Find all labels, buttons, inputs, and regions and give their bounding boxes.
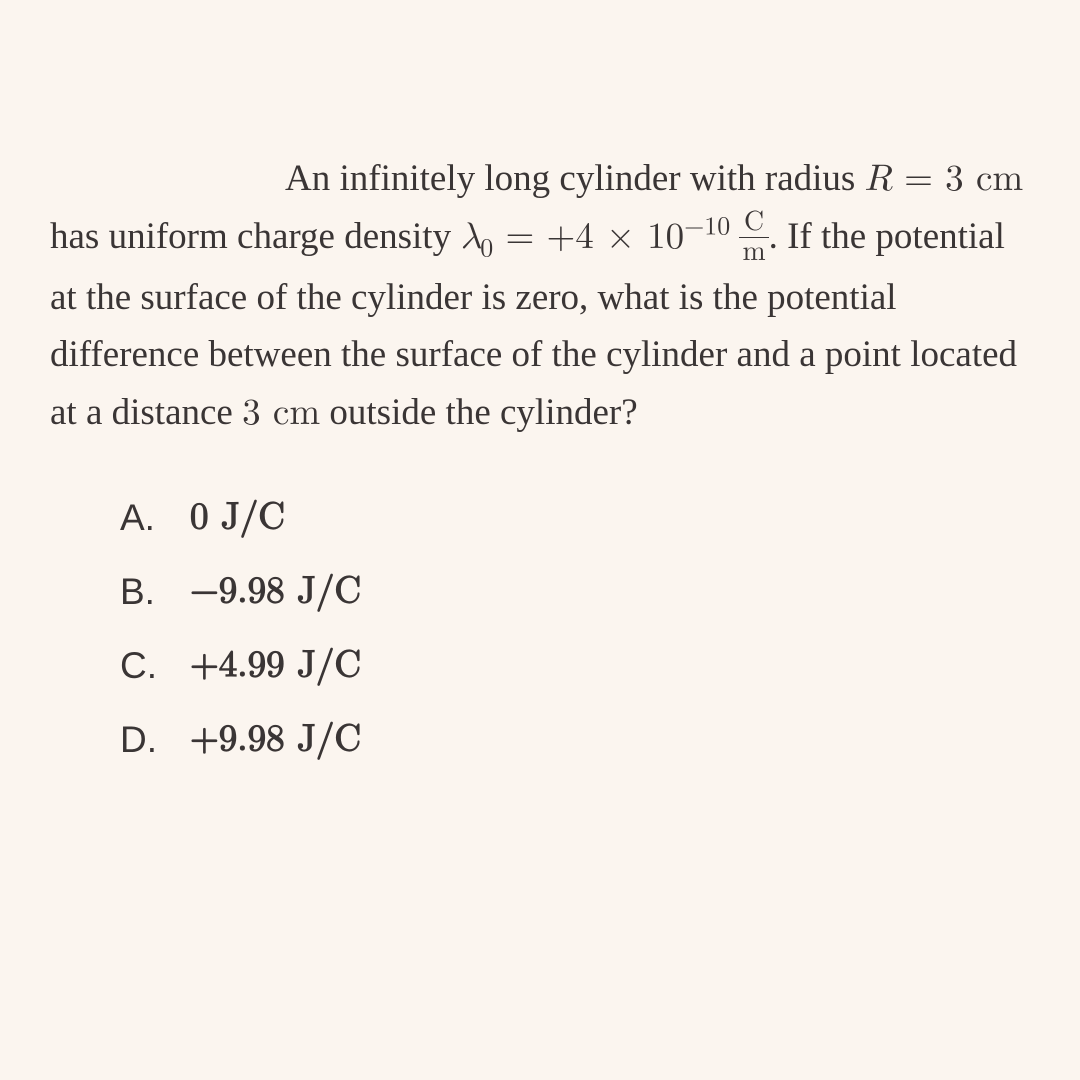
- distance-unit: cm: [273, 395, 320, 432]
- choice-value: 0 J/C: [190, 492, 285, 544]
- choice-a[interactable]: A. 0 J/C: [120, 492, 1030, 544]
- choice-value: +4.99 J/C: [190, 640, 361, 692]
- choice-label: C.: [120, 640, 190, 692]
- choice-b[interactable]: B. −9.98 J/C: [120, 566, 1030, 618]
- choice-label: D.: [120, 714, 190, 766]
- question-container: An infinitely long cylinder with radius …: [0, 0, 1080, 837]
- distance-value: 3: [242, 395, 273, 432]
- radius-equals: = 3: [892, 161, 976, 198]
- choice-value: +9.98 J/C: [190, 714, 361, 766]
- radius-variable: R: [865, 161, 892, 198]
- question-text: An infinitely long cylinder with radius …: [50, 150, 1030, 442]
- lambda-variable: λ: [460, 219, 480, 256]
- choice-value: −9.98 J/C: [190, 566, 361, 618]
- lambda-unit-fraction: Cm: [739, 209, 768, 268]
- choice-c[interactable]: C. +4.99 J/C: [120, 640, 1030, 692]
- question-part-2: has uniform charge density: [50, 216, 451, 257]
- radius-unit: cm: [976, 161, 1023, 198]
- choice-d[interactable]: D. +9.98 J/C: [120, 714, 1030, 766]
- question-part-1: An infinitely long cylinder with radius: [285, 158, 855, 199]
- lambda-unit-denominator: m: [739, 238, 768, 267]
- choice-label: B.: [120, 566, 190, 618]
- lambda-equals: = +4 × 10: [493, 219, 684, 256]
- lambda-exponent: −10: [684, 215, 730, 241]
- lambda-unit-numerator: C: [739, 209, 768, 239]
- question-part-4: outside the cylinder?: [329, 392, 637, 433]
- choices-list: A. 0 J/C B. −9.98 J/C C. +4.99 J/C D. +9…: [50, 492, 1030, 765]
- choice-label: A.: [120, 492, 190, 544]
- lambda-subscript: 0: [480, 237, 493, 263]
